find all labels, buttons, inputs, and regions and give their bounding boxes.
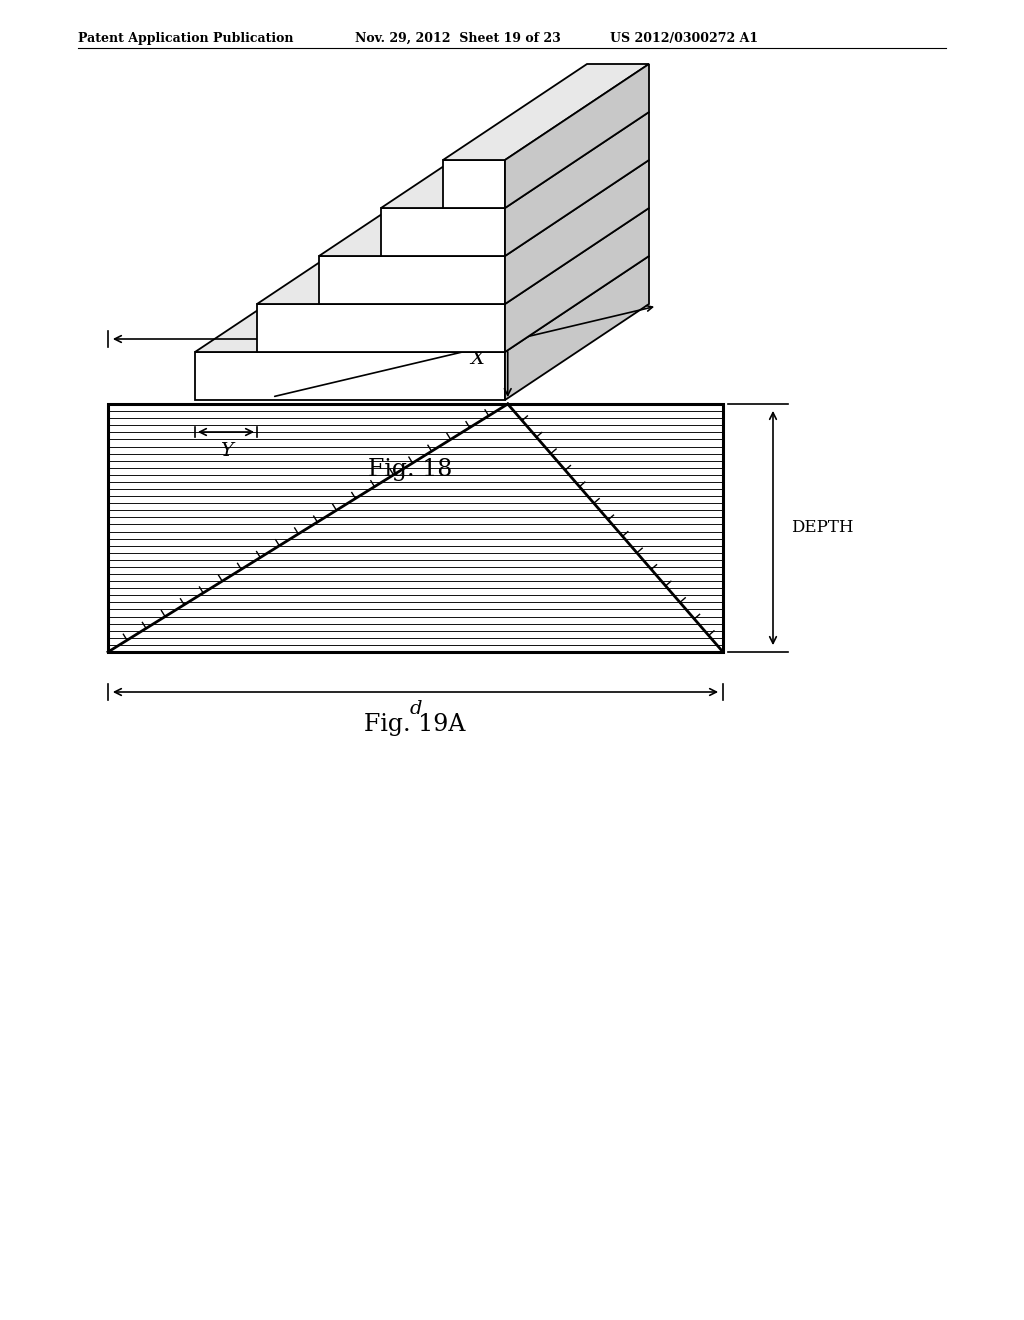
Polygon shape <box>319 160 649 256</box>
Polygon shape <box>505 112 649 256</box>
Bar <box>108 404 723 652</box>
Polygon shape <box>257 304 505 352</box>
Polygon shape <box>505 63 649 209</box>
Polygon shape <box>257 209 649 304</box>
Text: Fig. 18: Fig. 18 <box>368 458 453 480</box>
Bar <box>108 404 723 652</box>
Polygon shape <box>319 256 505 304</box>
Text: d: d <box>410 700 422 718</box>
Text: Patent Application Publication: Patent Application Publication <box>78 32 294 45</box>
Polygon shape <box>381 112 649 209</box>
Polygon shape <box>443 63 649 160</box>
Polygon shape <box>443 160 505 209</box>
Polygon shape <box>505 256 649 400</box>
Polygon shape <box>505 160 649 304</box>
Polygon shape <box>195 352 505 400</box>
Polygon shape <box>505 209 649 352</box>
Text: 0.65 d: 0.65 d <box>280 312 337 329</box>
Polygon shape <box>381 209 505 256</box>
Text: X: X <box>470 350 484 367</box>
Text: Y: Y <box>219 442 232 459</box>
Text: Fig. 19A: Fig. 19A <box>365 713 466 737</box>
Text: Nov. 29, 2012  Sheet 19 of 23: Nov. 29, 2012 Sheet 19 of 23 <box>355 32 561 45</box>
Polygon shape <box>195 256 649 352</box>
Text: US 2012/0300272 A1: US 2012/0300272 A1 <box>610 32 758 45</box>
Text: DEPTH: DEPTH <box>791 520 853 536</box>
